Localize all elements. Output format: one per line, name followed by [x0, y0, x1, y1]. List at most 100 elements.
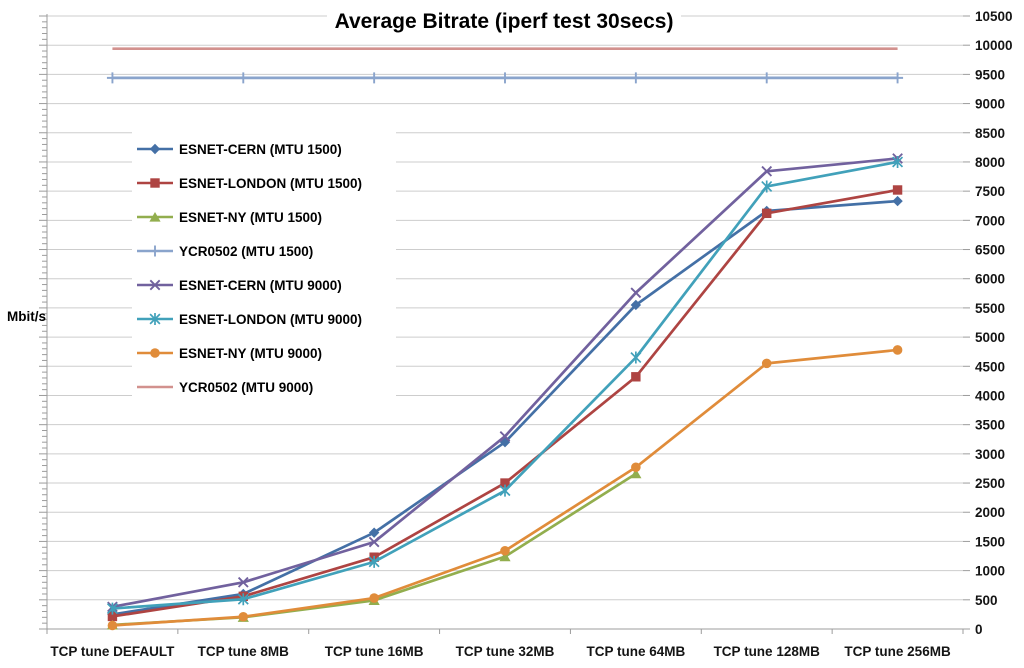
y-tick-label: 6500	[975, 243, 1005, 258]
y-tick-label: 0	[975, 622, 983, 637]
data-point-marker	[237, 593, 249, 606]
legend-item: ESNET-NY (MTU 9000)	[136, 336, 392, 370]
x-tick-label: TCP tune 32MB	[456, 644, 555, 659]
x-tick-label: TCP tune 256MB	[844, 644, 951, 659]
legend-item: ESNET-CERN (MTU 1500)	[136, 132, 392, 166]
data-point-marker	[149, 143, 161, 155]
y-tick-label: 5500	[975, 301, 1005, 316]
legend-item: YCR0502 (MTU 9000)	[136, 370, 392, 404]
legend-item: ESNET-LONDON (MTU 9000)	[136, 302, 392, 336]
y-tick-label: 9500	[975, 67, 1005, 82]
series-esnet-london-mtu-9000-	[106, 155, 904, 615]
data-point-marker	[237, 72, 249, 84]
y-tick-label: 8500	[975, 126, 1005, 141]
series-esnet-ny-mtu-9000-	[107, 345, 903, 631]
data-point-marker	[107, 620, 118, 631]
legend-label: ESNET-NY (MTU 1500)	[179, 209, 323, 225]
data-point-marker	[499, 72, 511, 84]
data-point-marker	[499, 551, 511, 562]
y-tick-label: 2000	[975, 505, 1005, 520]
data-point-marker	[761, 165, 773, 177]
x-tick-label: TCP tune 8MB	[198, 644, 290, 659]
y-tick-label: 5000	[975, 330, 1005, 345]
x-tick-label: TCP tune DEFAULT	[50, 644, 175, 659]
data-point-marker	[500, 545, 510, 556]
legend-label: ESNET-LONDON (MTU 1500)	[179, 175, 363, 191]
data-point-marker	[368, 527, 380, 538]
data-point-marker	[149, 279, 161, 291]
legend-marker-circle-icon	[137, 348, 173, 358]
data-point-marker	[500, 478, 510, 488]
data-point-marker	[369, 593, 379, 603]
x-tick-label: TCP tune 128MB	[714, 644, 821, 659]
y-tick-label: 3000	[975, 447, 1005, 462]
x-tick-label: TCP tune 64MB	[586, 644, 685, 659]
data-point-marker	[892, 155, 904, 168]
y-tick-label: 500	[975, 593, 998, 608]
legend-label: ESNET-CERN (MTU 1500)	[179, 141, 342, 157]
data-point-marker	[761, 358, 772, 369]
legend-marker-line-icon	[137, 385, 173, 389]
data-point-marker	[237, 576, 249, 588]
data-point-marker	[630, 468, 642, 479]
data-point-marker	[892, 195, 903, 207]
legend-label: ESNET-NY (MTU 9000)	[179, 345, 323, 361]
chart-legend: ESNET-CERN (MTU 1500) ESNET-LONDON (MTU …	[132, 130, 396, 406]
data-point-marker	[368, 536, 380, 548]
data-point-marker	[107, 611, 118, 622]
data-point-marker	[630, 351, 642, 364]
y-tick-label: 10000	[975, 38, 1013, 53]
x-tick-label: TCP tune 16MB	[325, 644, 424, 659]
data-point-marker	[499, 484, 511, 497]
legend-marker-diamond-icon	[137, 143, 173, 155]
data-point-marker	[761, 72, 773, 84]
data-point-marker	[150, 178, 160, 188]
legend-label: ESNET-CERN (MTU 9000)	[179, 277, 342, 293]
y-tick-label: 10500	[975, 9, 1013, 24]
legend-label: YCR0502 (MTU 1500)	[179, 243, 314, 259]
y-tick-label: 1000	[975, 564, 1005, 579]
legend-item: ESNET-CERN (MTU 9000)	[136, 268, 392, 302]
y-tick-label: 8000	[975, 155, 1005, 170]
data-point-marker	[892, 345, 903, 355]
legend-marker-triangle-icon	[137, 212, 173, 222]
y-tick-label: 7000	[975, 213, 1005, 228]
data-point-marker	[892, 185, 903, 195]
y-tick-label: 6000	[975, 272, 1005, 287]
legend-item: YCR0502 (MTU 1500)	[136, 234, 392, 268]
legend-marker-square-icon	[137, 178, 173, 188]
data-point-marker	[630, 299, 642, 311]
legend-item: ESNET-NY (MTU 1500)	[136, 200, 392, 234]
y-axis-title: Mbit/s	[7, 309, 46, 324]
legend-marker-asterisk-icon	[137, 313, 173, 325]
y-tick-label: 2500	[975, 476, 1005, 491]
data-point-marker	[630, 72, 642, 84]
legend-label: ESNET-LONDON (MTU 9000)	[179, 311, 363, 327]
y-tick-label: 4500	[975, 359, 1005, 374]
data-point-marker	[149, 313, 161, 325]
y-tick-label: 9000	[975, 97, 1005, 112]
data-point-marker	[761, 180, 773, 193]
data-point-marker	[368, 555, 380, 568]
data-point-marker	[106, 72, 118, 84]
y-tick-label: 1500	[975, 534, 1005, 549]
legend-item: ESNET-LONDON (MTU 1500)	[136, 166, 392, 200]
data-point-marker	[149, 212, 161, 222]
data-point-marker	[762, 208, 772, 219]
data-point-marker	[238, 611, 249, 622]
series-ycr0502-mtu-1500-	[106, 72, 904, 84]
data-point-marker	[630, 287, 642, 299]
data-point-marker	[631, 372, 641, 382]
data-point-marker	[631, 462, 641, 473]
y-tick-label: 3500	[975, 418, 1005, 433]
legend-marker-plus-icon	[137, 245, 173, 257]
y-tick-label: 7500	[975, 184, 1005, 199]
data-point-marker	[150, 348, 160, 358]
data-point-marker	[106, 602, 118, 615]
data-point-marker	[892, 72, 904, 84]
data-point-marker	[149, 245, 161, 257]
data-point-marker	[368, 72, 380, 84]
legend-marker-x-icon	[137, 279, 173, 291]
data-point-marker	[499, 430, 511, 442]
